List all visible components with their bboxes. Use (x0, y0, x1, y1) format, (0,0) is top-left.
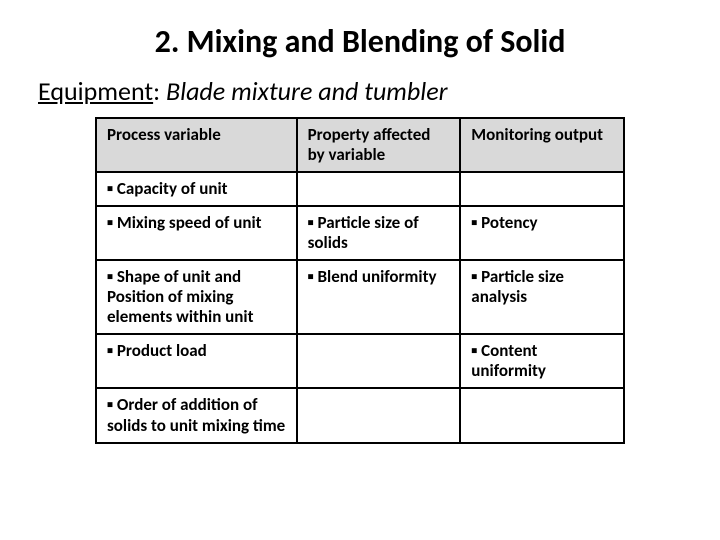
cell (297, 172, 461, 206)
cell (460, 388, 624, 442)
slide-container: 2. Mixing and Blending of Solid Equipmen… (0, 0, 720, 540)
col-header-process-variable: Process variable (96, 118, 297, 172)
cell: ▪ Mixing speed of unit (96, 206, 297, 260)
table-row: ▪ Mixing speed of unit ▪ Particle size o… (96, 206, 624, 260)
table-row: ▪ Capacity of unit (96, 172, 624, 206)
cell (297, 388, 461, 442)
subtitle: Equipment: Blade mixture and tumbler (38, 75, 692, 107)
cell: ▪ Order of addition of solids to unit mi… (96, 388, 297, 442)
cell: ▪ Particle size of solids (297, 206, 461, 260)
cell (460, 172, 624, 206)
cell: ▪ Particle size analysis (460, 260, 624, 334)
col-header-property-affected: Property affected by variable (297, 118, 461, 172)
data-table: Process variable Property affected by va… (95, 117, 625, 444)
table-row: ▪ Shape of unit and Position of mixing e… (96, 260, 624, 334)
cell: ▪ Shape of unit and Position of mixing e… (96, 260, 297, 334)
cell: ▪ Capacity of unit (96, 172, 297, 206)
cell: ▪ Content uniformity (460, 334, 624, 388)
subtitle-text: Blade mixture and tumbler (166, 75, 448, 107)
table-wrapper: Process variable Property affected by va… (28, 117, 692, 444)
cell: ▪ Product load (96, 334, 297, 388)
cell: ▪ Blend uniformity (297, 260, 461, 334)
page-title: 2. Mixing and Blending of Solid (28, 22, 692, 61)
table-row: ▪ Product load ▪ Content uniformity (96, 334, 624, 388)
col-header-monitoring-output: Monitoring output (460, 118, 624, 172)
cell: ▪ Potency (460, 206, 624, 260)
subtitle-label: Equipment (38, 75, 153, 107)
table-row: ▪ Order of addition of solids to unit mi… (96, 388, 624, 442)
table-header-row: Process variable Property affected by va… (96, 118, 624, 172)
cell (297, 334, 461, 388)
